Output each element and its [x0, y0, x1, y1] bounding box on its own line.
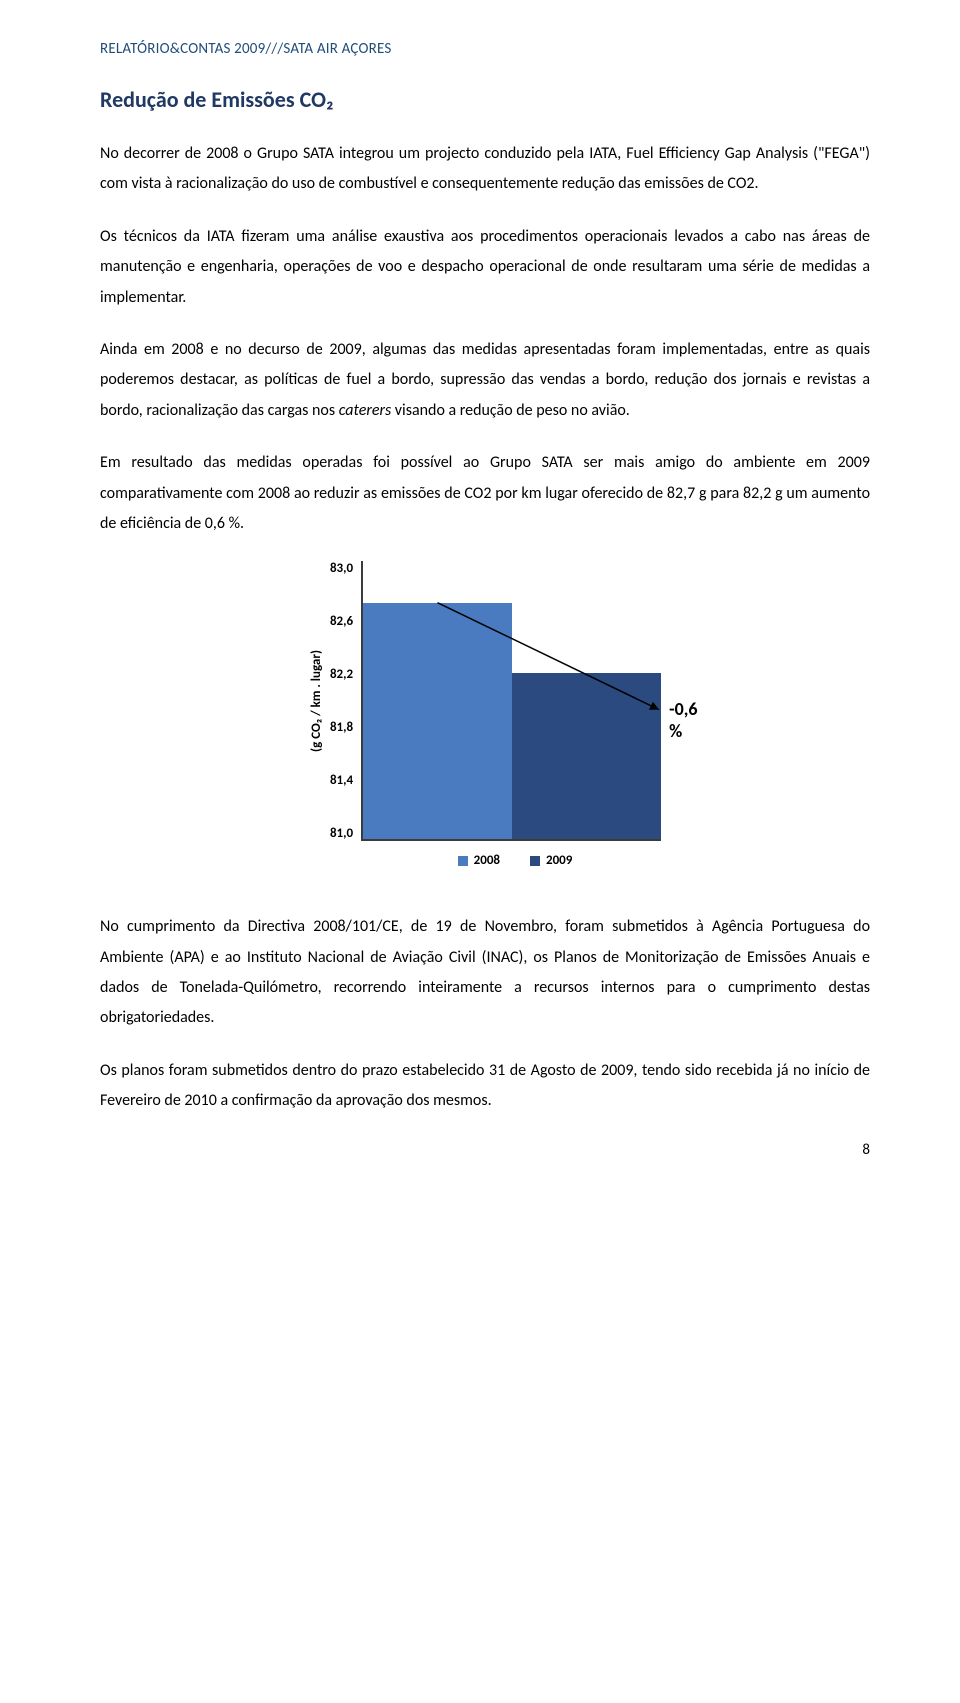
chart-ylabel: (g CO₂ / km . lugar): [309, 650, 324, 752]
legend-item-2009: 2009: [530, 853, 572, 868]
chart-legend: 2008 2009: [398, 853, 573, 868]
document-page: RELATÓRIO&CONTAS 2009///SATA AIR AÇORES …: [0, 0, 960, 1179]
header-prefix: RELATÓRIO&CONTAS 2009: [100, 40, 265, 58]
chart-body: (g CO₂ / km . lugar) 83,0 82,6 82,2 81,8…: [309, 561, 661, 841]
bar-2009: [512, 673, 661, 840]
paragraph-2: Os técnicos da IATA fizeram uma análise …: [100, 222, 870, 313]
paragraph-5: No cumprimento da Directiva 2008/101/CE,…: [100, 912, 870, 1034]
chart-yticks: 83,0 82,6 82,2 81,8 81,4 81,0: [330, 561, 361, 841]
ytick: 82,2: [330, 667, 353, 682]
paragraph-6: Os planos foram submetidos dentro do pra…: [100, 1056, 870, 1117]
chart-plot-area: -0,6 %: [361, 561, 661, 841]
ytick: 81,8: [330, 720, 353, 735]
bar-2008: [363, 603, 512, 839]
co2-chart: (g CO₂ / km . lugar) 83,0 82,6 82,2 81,8…: [270, 561, 700, 868]
page-number: 8: [862, 1141, 870, 1159]
chart-bars: [363, 561, 661, 839]
paragraph-1: No decorrer de 2008 o Grupo SATA integro…: [100, 139, 870, 200]
paragraph-3-italic: caterers: [339, 401, 391, 420]
legend-label: 2009: [546, 853, 572, 868]
paragraph-3: Ainda em 2008 e no decurso de 2009, algu…: [100, 335, 870, 426]
legend-item-2008: 2008: [458, 853, 500, 868]
legend-label: 2008: [474, 853, 500, 868]
page-header: RELATÓRIO&CONTAS 2009///SATA AIR AÇORES: [100, 40, 870, 58]
header-suffix: SATA AIR AÇORES: [283, 40, 391, 58]
chart-annotation: -0,6 %: [669, 698, 697, 742]
ytick: 81,4: [330, 773, 353, 788]
ytick: 82,6: [330, 614, 353, 629]
legend-swatch: [530, 856, 540, 866]
paragraph-4: Em resultado das medidas operadas foi po…: [100, 448, 870, 539]
section-title: Redução de Emissões CO₂: [100, 86, 870, 113]
paragraph-3b: visando a redução de peso no avião.: [391, 401, 630, 420]
legend-swatch: [458, 856, 468, 866]
header-slashes: ///: [265, 40, 283, 58]
ytick: 83,0: [330, 561, 353, 576]
ytick: 81,0: [330, 826, 353, 841]
